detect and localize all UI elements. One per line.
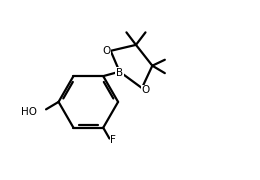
Text: HO: HO bbox=[21, 107, 37, 117]
Text: F: F bbox=[110, 135, 116, 145]
Text: O: O bbox=[141, 85, 149, 95]
Text: O: O bbox=[103, 46, 111, 56]
Text: B: B bbox=[116, 68, 123, 78]
